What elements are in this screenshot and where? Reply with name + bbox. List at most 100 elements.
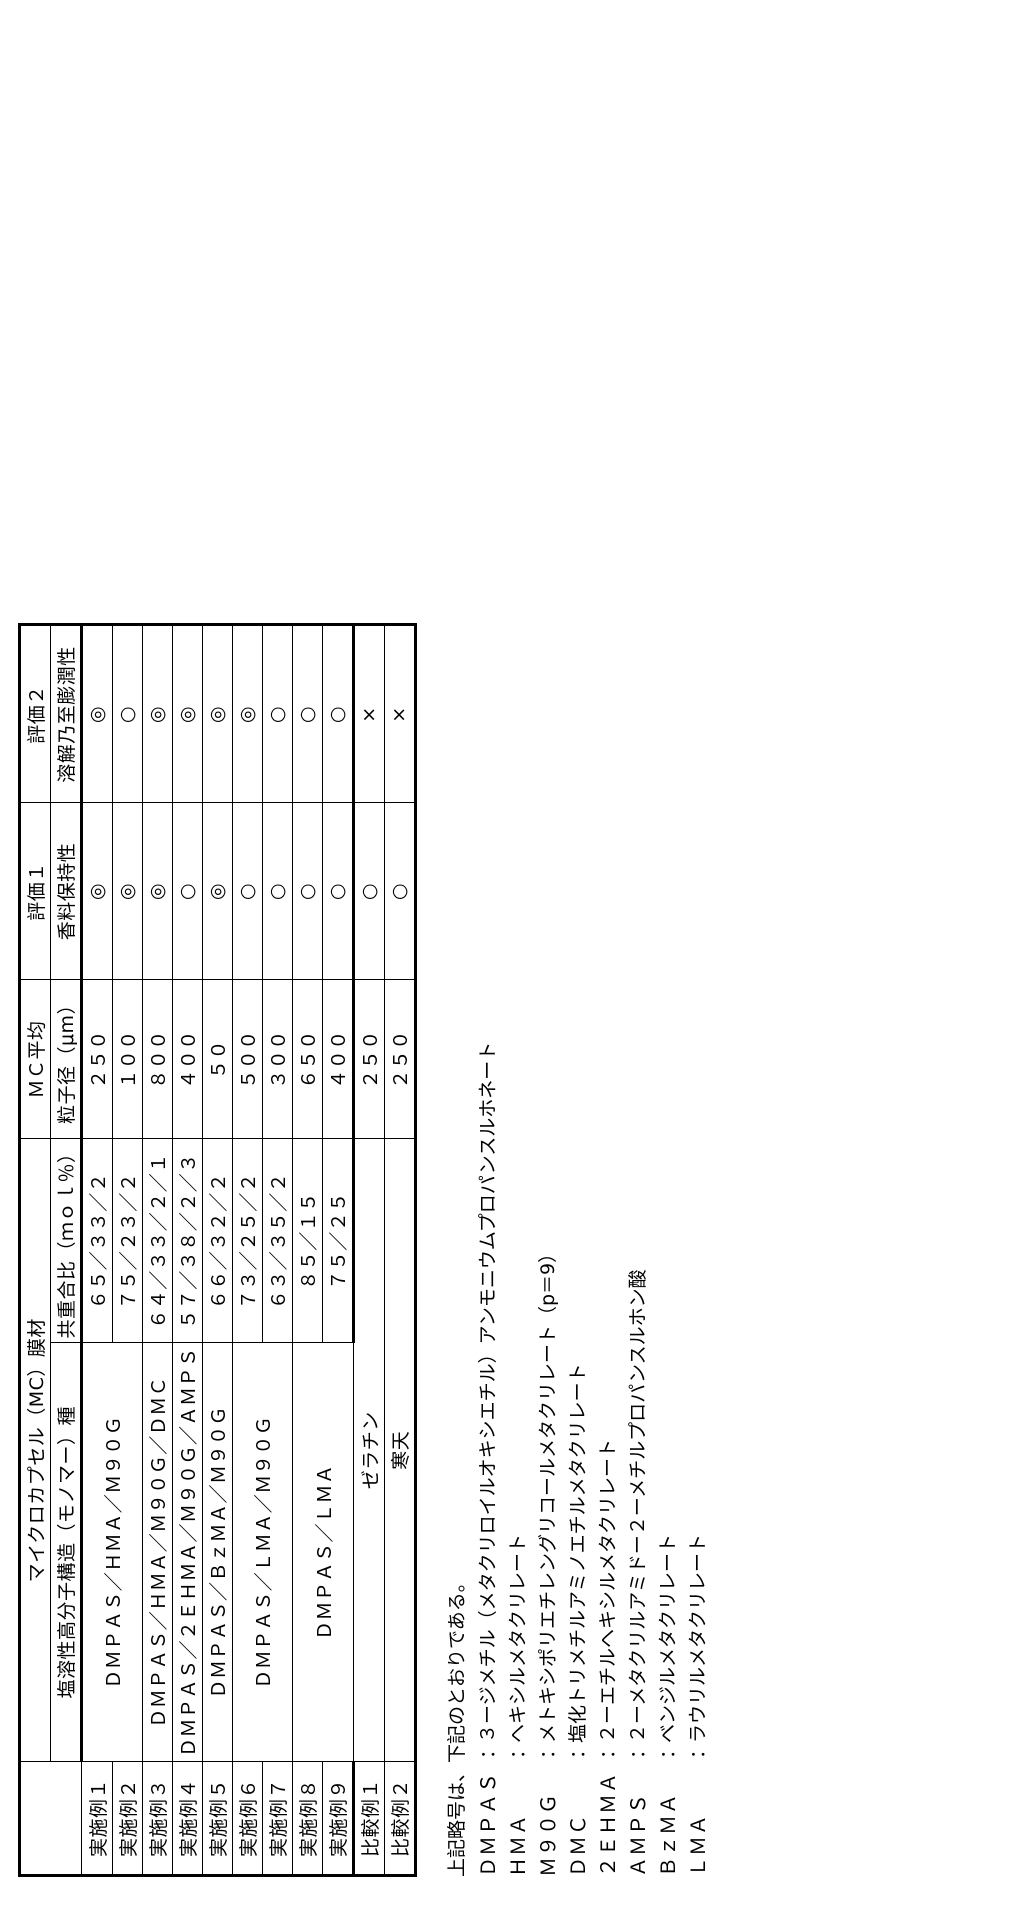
cell-monomer: ＤＭＰＡＳ／ＬＭＡ／Ｍ９０Ｇ [233,1343,293,1762]
cell-diameter: ５００ [233,980,263,1139]
legend-desc: 塩化トリメチルアミノエチルメタクリレート [564,0,594,1743]
legend-colon: ： [504,1743,534,1759]
cell-ratio: ７５／２５ [323,1139,354,1343]
header-corner [20,1762,82,1876]
row-label: 実施例２ [113,1762,143,1876]
cell-eval1: ○ [323,803,354,980]
cell-ratio: ８５／１５ [293,1139,323,1343]
cell-monomer: 寒天 [385,1139,416,1762]
cell-eval2: ◎ [173,625,203,803]
table-row: 実施例１ ＤＭＰＡＳ／ＨＭＡ／Ｍ９０Ｇ ６５／３３／２ ２５０ ◎ ◎ [82,625,113,1876]
patent-sheet: マイクロカプセル（MC）膜材 ＭＣ平均 評価１ 評価２ 塩溶性高分子構造（モノマ… [18,0,1031,1921]
legend-desc: ヘキシルメタクリレート [504,0,534,1743]
legend-item: ２ＥＨＭＡ ： ２ーエチルヘキシルメタクリレート [594,0,624,1877]
cell-eval2: ◎ [203,625,233,803]
legend-desc: ２ーエチルヘキシルメタクリレート [594,0,624,1743]
legend-desc: メトキシポリエチレングリコールメタクリレート（p＝9） [534,0,564,1743]
legend-colon: ： [474,1743,504,1759]
header-eval2-top: 評価２ [20,625,51,803]
cell-diameter: ６５０ [293,980,323,1139]
cell-ratio: ６３／３５／２ [263,1139,293,1343]
table-row: 実施例６ ＤＭＰＡＳ／ＬＭＡ／Ｍ９０Ｇ ７３／２５／２ ５００ ○ ◎ [233,625,263,1876]
figure-page: マイクロカプセル（MC）膜材 ＭＣ平均 評価１ 評価２ 塩溶性高分子構造（モノマ… [0,0,1031,1921]
cell-eval2: ◎ [233,625,263,803]
cell-eval1: ◎ [82,803,113,980]
cell-eval2: ○ [323,625,354,803]
row-label: 比較例２ [385,1762,416,1876]
row-label: 実施例３ [143,1762,173,1876]
cell-eval2: × [385,625,416,803]
legend-item: Ｍ９０Ｇ ： メトキシポリエチレングリコールメタクリレート（p＝9） [534,0,564,1877]
legend-item: ＨＭＡ ： ヘキシルメタクリレート [504,0,534,1877]
cell-monomer: ＤＭＰＡＳ／２ＥＨＭＡ／Ｍ９０Ｇ／ＡＭＰＳ [173,1343,203,1762]
cell-eval1: ○ [293,803,323,980]
header-eval2-sub: 溶解乃至膨潤性 [51,625,82,803]
legend-colon: ： [534,1743,564,1759]
row-label: 実施例９ [323,1762,354,1876]
legend-colon: ： [654,1743,684,1759]
header-eval1-top: 評価１ [20,803,51,980]
legend-colon: ： [624,1743,654,1759]
legend-intro: 上記略号は、下記のとおりである。 [443,0,472,1877]
cell-ratio: ５７／３８／２／３ [173,1139,203,1343]
table-row: 実施例８ ＤＭＰＡＳ／ＬＭＡ ８５／１５ ６５０ ○ ○ [293,625,323,1876]
cell-eval1: ○ [173,803,203,980]
cell-monomer: ＤＭＰＡＳ／ＨＭＡ／Ｍ９０Ｇ／ＤＭＣ [143,1343,173,1762]
row-label: 実施例５ [203,1762,233,1876]
cell-monomer: ＤＭＰＡＳ／ＬＭＡ [293,1343,354,1762]
legend-colon: ： [684,1743,714,1759]
cell-eval1: ◎ [143,803,173,980]
row-label: 実施例８ [293,1762,323,1876]
cell-diameter: ３００ [263,980,293,1139]
results-table: マイクロカプセル（MC）膜材 ＭＣ平均 評価１ 評価２ 塩溶性高分子構造（モノマ… [18,623,417,1877]
legend-desc: ベンジルメタクリレート [654,0,684,1743]
cell-diameter: ５０ [203,980,233,1139]
row-label: 実施例４ [173,1762,203,1876]
rotated-content: マイクロカプセル（MC）膜材 ＭＣ平均 評価１ 評価２ 塩溶性高分子構造（モノマ… [0,0,1031,1921]
header-diameter-top: ＭＣ平均 [20,980,51,1139]
legend-colon: ： [594,1743,624,1759]
legend-abbr: ＤＭＰＡＳ [474,1759,504,1877]
table-header-group-row: マイクロカプセル（MC）膜材 ＭＣ平均 評価１ 評価２ [20,625,51,1876]
legend-colon: ： [564,1743,594,1759]
legend-abbr: Ｍ９０Ｇ [534,1759,564,1877]
abbreviation-legend: 上記略号は、下記のとおりである。 ＤＭＰＡＳ ： ３ージメチル（メタクリロイルオ… [443,0,714,1877]
cell-ratio: ６４／３３／２／１ [143,1139,173,1343]
cell-diameter: ２５０ [354,980,385,1139]
header-monomer: 塩溶性高分子構造（モノマー）種 [51,1343,82,1762]
row-label: 実施例７ [263,1762,293,1876]
legend-desc: ラウリルメタクリレート [684,0,714,1743]
cell-eval1: ○ [233,803,263,980]
cell-eval1: ◎ [203,803,233,980]
cell-eval2: ◎ [143,625,173,803]
header-mc-group: マイクロカプセル（MC）膜材 [20,1139,51,1762]
cell-eval1: ◎ [113,803,143,980]
cell-ratio: ６６／３２／２ [203,1139,233,1343]
legend-abbr: ＤＭＣ [564,1759,594,1877]
cell-eval2: ○ [263,625,293,803]
table-row: 実施例４ ＤＭＰＡＳ／２ＥＨＭＡ／Ｍ９０Ｇ／ＡＭＰＳ ５７／３８／２／３ ４００… [173,625,203,1876]
cell-monomer: ゼラチン [354,1139,385,1762]
table-row: 実施例５ ＤＭＰＡＳ／ＢｚＭＡ／Ｍ９０Ｇ ６６／３２／２ ５０ ◎ ◎ [203,625,233,1876]
legend-item: ＤＭＰＡＳ ： ３ージメチル（メタクリロイルオキシエチル）アンモニウムプロパンス… [474,0,504,1877]
table-row: 実施例３ ＤＭＰＡＳ／ＨＭＡ／Ｍ９０Ｇ／ＤＭＣ ６４／３３／２／１ ８００ ◎ … [143,625,173,1876]
table-row: 比較例２ 寒天 ２５０ ○ × [385,625,416,1876]
row-label: 実施例１ [82,1762,113,1876]
cell-diameter: ４００ [323,980,354,1139]
legend-item: ＤＭＣ ： 塩化トリメチルアミノエチルメタクリレート [564,0,594,1877]
legend-item: ＡＭＰＳ ： ２ーメタクリルアミドー２ーメチルプロパンスルホン酸 [624,0,654,1877]
cell-monomer: ＤＭＰＡＳ／ＨＭＡ／Ｍ９０Ｇ [82,1343,143,1762]
legend-abbr: ２ＥＨＭＡ [594,1759,624,1877]
legend-abbr: ＨＭＡ [504,1759,534,1877]
legend-abbr: ＡＭＰＳ [624,1759,654,1877]
legend-abbr: ＬＭＡ [684,1759,714,1877]
table-row: 比較例１ ゼラチン ２５０ ○ × [354,625,385,1876]
cell-eval2: × [354,625,385,803]
table-header-sub-row: 塩溶性高分子構造（モノマー）種 共重合比（ｍｏｌ％） 粒子径（μm） 香料保持性… [51,625,82,1876]
cell-diameter: ８００ [143,980,173,1139]
cell-eval1: ○ [263,803,293,980]
legend-desc: ２ーメタクリルアミドー２ーメチルプロパンスルホン酸 [624,0,654,1743]
legend-item: ＢｚＭＡ ： ベンジルメタクリレート [654,0,684,1877]
cell-diameter: ２５０ [385,980,416,1139]
cell-eval2: ◎ [82,625,113,803]
